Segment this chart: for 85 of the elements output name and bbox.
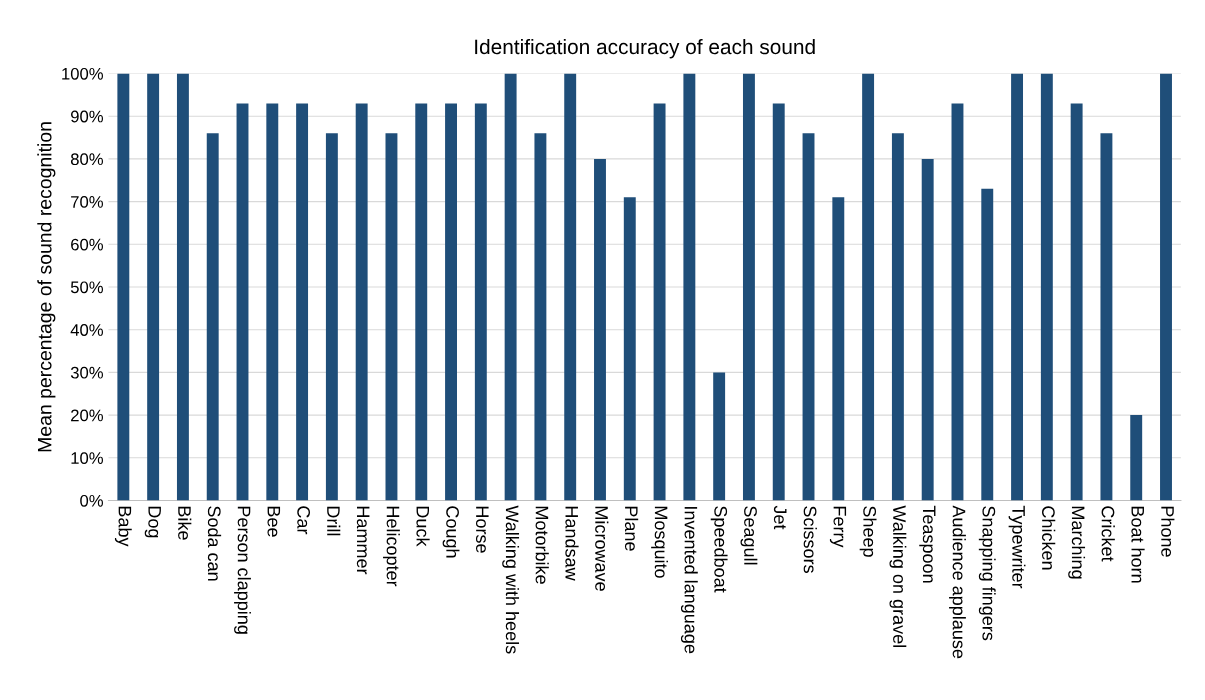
bar [742,73,755,501]
y-tick-label: 20% [71,409,103,422]
bar [1100,133,1113,501]
x-tick-label: Seagull [740,506,758,565]
x-tick-label: Microwave [595,506,609,591]
x-tick-label: Sheep [859,506,877,557]
bar [1040,73,1053,501]
x-tick-label: Hammer [356,506,370,575]
y-tick-label: 70% [71,196,103,208]
x-tick-label: Duck [416,506,430,547]
bar [594,158,606,501]
bar [1130,415,1143,501]
bar [653,103,666,501]
bar [415,103,428,501]
bar [981,188,994,501]
bar [772,103,785,501]
bar [147,73,160,501]
x-tick-label: Bee [267,506,281,537]
y-tick-label: 0% [80,494,103,507]
x-tick-label: Walking on gravel [889,505,907,647]
bar [296,103,309,501]
bar [683,73,696,501]
y-axis-title: Mean percentage of sound recognition [37,122,56,452]
x-tick-label: Cricket [1101,506,1115,562]
bar [117,73,130,501]
x-tick-label: Chicken [1042,506,1056,570]
bar [504,73,517,501]
y-tick-label: 60% [71,238,103,251]
bar [355,103,368,501]
x-tick-label: Bike [178,506,192,540]
bar [862,73,875,501]
y-tick-label: 30% [70,366,103,379]
chart-title: Identification accuracy of each sound [475,38,815,59]
bar [802,133,815,501]
x-tick-label: Baby [114,506,132,547]
bar [266,103,279,501]
x-tick-label: Speedboat [710,506,728,593]
x-tick-label: Cough [442,506,460,558]
x-tick-label: Marching [1068,506,1086,579]
bar [474,103,487,501]
y-tick-label: 80% [70,153,103,166]
bar [921,158,934,501]
bar [564,73,577,501]
x-tick-label: Invented language [680,507,698,654]
bar [534,133,547,501]
x-tick-label: Boat horn [1131,506,1145,583]
x-tick-label: Snapping fingers [978,506,996,641]
x-tick-label: Audience applause [949,505,966,659]
x-tick-label: Car [297,506,311,535]
bar [951,103,964,501]
x-tick-label: Scissors [803,506,817,573]
bar [623,197,636,501]
y-tick-label: 40% [70,324,103,336]
x-tick-label: Dog [144,506,161,538]
bar [176,73,189,501]
x-tick-label: Motorbike [535,506,549,584]
bar [325,133,338,501]
y-tick-label: 50% [70,281,103,294]
x-tick-label: Horse [475,506,489,553]
x-tick-label: Ferry [829,506,847,548]
x-tick-label: Jet [773,505,787,530]
bar [1011,73,1024,501]
bar [206,133,219,501]
x-tick-label: Helicopter [383,506,400,587]
x-tick-label: Soda can [207,506,222,581]
bar [832,197,845,501]
x-tick-label: Plane [624,506,639,551]
x-tick-label: Drill [327,506,341,536]
x-tick-label: Mosquito [651,506,668,578]
x-tick-label: Walking with heels [502,505,520,654]
x-tick-label: Teaspoon [919,505,936,583]
y-tick-label: 10% [71,452,103,464]
x-tick-label: Typewriter [1008,505,1026,589]
x-tick-label: Phone [1161,506,1175,557]
bar [385,133,398,501]
bar [445,103,457,501]
y-tick-label: 90% [71,110,103,123]
x-tick-label: Handsaw [565,506,579,581]
x-tick-label: Person clapping [234,506,251,634]
bar [713,372,726,501]
bar [891,133,904,501]
bar [1160,73,1172,501]
bar [1070,103,1083,501]
y-tick-label: 100% [62,67,103,80]
bar [236,103,249,501]
